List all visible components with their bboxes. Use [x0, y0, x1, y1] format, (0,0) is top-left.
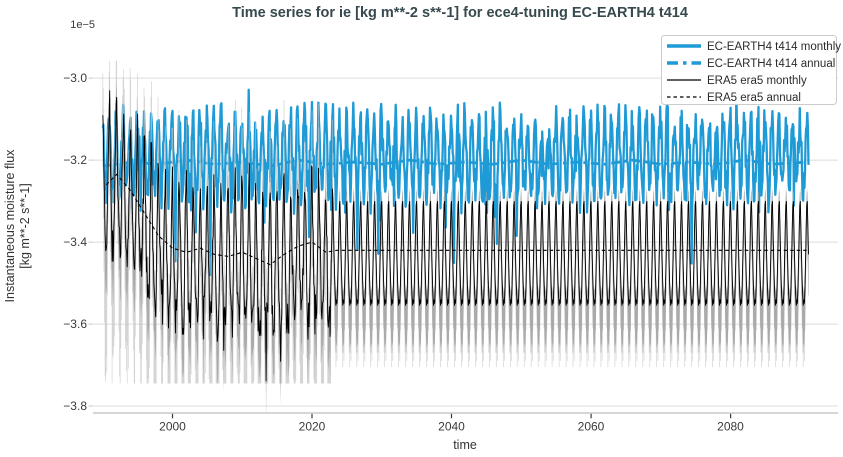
x-tick-label: 2020 — [299, 420, 326, 434]
series-ref-monthly-line — [102, 90, 809, 382]
axis-layer — [88, 77, 838, 419]
chart-title: Time series for ie [kg m**-2 s**-1] for … — [232, 5, 688, 21]
x-tick-label: 2040 — [438, 420, 465, 434]
x-tick-label: 2080 — [717, 420, 744, 434]
series-model-monthly-line — [101, 88, 810, 277]
y-tick-label: −3.8 — [63, 399, 87, 413]
y-tick-label: −3.4 — [63, 235, 87, 249]
x-tick-label: 2000 — [159, 420, 186, 434]
x-axis-label: time — [453, 438, 477, 452]
legend-box — [661, 35, 837, 105]
y-axis-label-line1: Instantaneous moisture flux — [3, 149, 17, 303]
legend-label-model-monthly: EC-EARTH4 t414 monthly — [707, 41, 841, 53]
legend-label-model-annual: EC-EARTH4 t414 annual — [707, 58, 835, 70]
y-tick-label: −3.0 — [63, 71, 87, 85]
data-layer — [101, 60, 810, 413]
x-tick-label: 2060 — [578, 420, 605, 434]
y-axis-offset-label: 1e−5 — [70, 19, 95, 31]
ref-spread-band — [102, 77, 809, 413]
y-tick-label: −3.6 — [63, 317, 87, 331]
y-axis-label-line2: [kg m**-2 s**-1] — [18, 183, 32, 268]
y-tick-label: −3.2 — [63, 153, 87, 167]
legend-label-ref-monthly: ERA5 era5 monthly — [707, 75, 807, 87]
legend-label-ref-annual: ERA5 era5 annual — [707, 92, 801, 104]
legend: EC-EARTH4 t414 monthly EC-EARTH4 t414 an… — [661, 35, 841, 105]
